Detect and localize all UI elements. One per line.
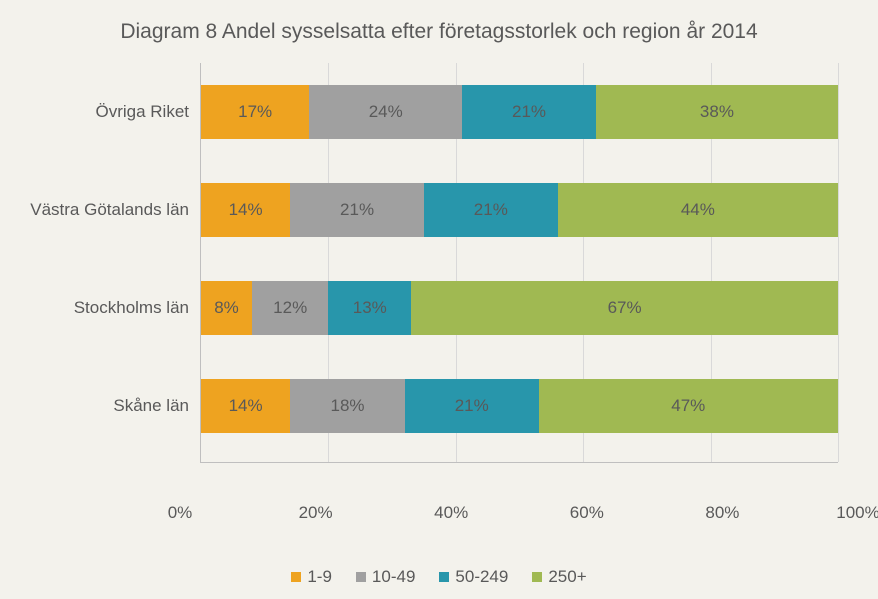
bar-value: 13% (353, 298, 387, 318)
bar-segment-10-49: 21% (290, 183, 424, 237)
x-tick: 60% (570, 503, 604, 523)
x-tick: 40% (434, 503, 468, 523)
bar-segment-250: 67% (411, 281, 838, 335)
bar-row-stockholm: Stockholms län 8% 12% 13% 67% (201, 281, 838, 335)
bar-value: 21% (474, 200, 508, 220)
legend-item-250: 250+ (532, 567, 586, 587)
x-tick: 20% (299, 503, 333, 523)
x-tick: 0% (168, 503, 193, 523)
category-label: Övriga Riket (95, 102, 201, 122)
bar-value: 21% (455, 396, 489, 416)
bar-value: 14% (229, 200, 263, 220)
bar-value: 47% (671, 396, 705, 416)
category-label: Skåne län (113, 396, 201, 416)
x-tick: 80% (705, 503, 739, 523)
legend-label: 10-49 (372, 567, 415, 587)
bar-segment-50-249: 13% (328, 281, 411, 335)
legend: 1-9 10-49 50-249 250+ (0, 567, 878, 587)
chart-title: Diagram 8 Andel sysselsatta efter företa… (20, 18, 858, 45)
bar-row-vastra-gotaland: Västra Götalands län 14% 21% 21% 44% (201, 183, 838, 237)
bar-segment-1-9: 17% (201, 85, 309, 139)
bar-value: 44% (681, 200, 715, 220)
bar-value: 12% (273, 298, 307, 318)
bar-segment-1-9: 8% (201, 281, 252, 335)
bar-value: 24% (369, 102, 403, 122)
legend-label: 250+ (548, 567, 586, 587)
bar-segment-250: 38% (596, 85, 838, 139)
legend-swatch (439, 572, 449, 582)
chart-container: Diagram 8 Andel sysselsatta efter företa… (0, 0, 878, 599)
bar-value: 8% (214, 298, 239, 318)
bar-value: 67% (608, 298, 642, 318)
category-label: Västra Götalands län (30, 200, 201, 220)
bar-segment-10-49: 18% (290, 379, 405, 433)
bar-row-skane: Skåne län 14% 18% 21% 47% (201, 379, 838, 433)
legend-item-10-49: 10-49 (356, 567, 415, 587)
bar-segment-250: 44% (558, 183, 838, 237)
legend-swatch (532, 572, 542, 582)
bar-segment-1-9: 14% (201, 379, 290, 433)
bar-row-ovriga-riket: Övriga Riket 17% 24% 21% 38% (201, 85, 838, 139)
bar-segment-250: 47% (539, 379, 838, 433)
x-axis: 0% 20% 40% 60% 80% 100% (180, 495, 858, 525)
legend-label: 50-249 (455, 567, 508, 587)
legend-label: 1-9 (307, 567, 332, 587)
bar-segment-50-249: 21% (462, 85, 596, 139)
bar-segment-50-249: 21% (405, 379, 539, 433)
legend-item-1-9: 1-9 (291, 567, 332, 587)
legend-item-50-249: 50-249 (439, 567, 508, 587)
x-tick: 100% (836, 503, 878, 523)
gridline (838, 63, 839, 462)
legend-swatch (356, 572, 366, 582)
bar-segment-10-49: 12% (252, 281, 328, 335)
bar-value: 17% (238, 102, 272, 122)
bar-value: 18% (330, 396, 364, 416)
bar-segment-10-49: 24% (309, 85, 462, 139)
bar-value: 38% (700, 102, 734, 122)
category-label: Stockholms län (74, 298, 201, 318)
bar-segment-1-9: 14% (201, 183, 290, 237)
bar-value: 21% (340, 200, 374, 220)
plot-area: Övriga Riket 17% 24% 21% 38% Västra Göta… (200, 63, 838, 463)
bar-value: 21% (512, 102, 546, 122)
bar-value: 14% (229, 396, 263, 416)
legend-swatch (291, 572, 301, 582)
bar-segment-50-249: 21% (424, 183, 558, 237)
